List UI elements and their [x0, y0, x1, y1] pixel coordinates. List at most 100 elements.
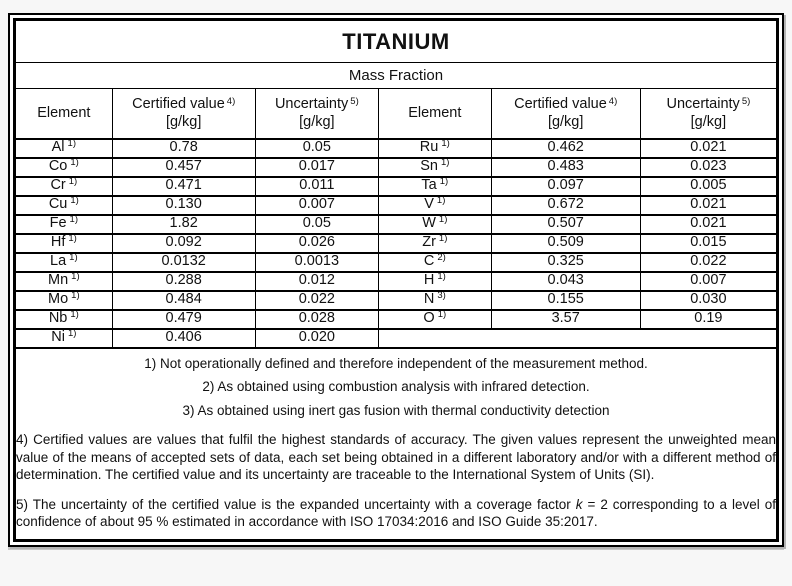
certified-value-cell: 0.471: [111, 175, 256, 197]
certified-value-cell: 0.507: [490, 213, 641, 235]
table-row: Mo 1) 0.484 0.022 N 3) 0.155 0.030: [15, 289, 778, 311]
certified-value-cell: 0.484: [111, 289, 256, 311]
element-cell: Nb 1): [15, 308, 113, 330]
footnote-ref: 1): [438, 214, 448, 226]
uncertainty-cell: 0.005: [639, 175, 778, 197]
footnote-ref: 2): [437, 252, 446, 264]
element-symbol: Mo: [48, 291, 69, 308]
certified-value-cell: 0.483: [490, 156, 641, 178]
document-title: TITANIUM: [15, 20, 777, 63]
footnote-ref: 1): [436, 195, 446, 207]
title-row: TITANIUM: [15, 20, 777, 63]
uncertainty-cell: 0.020: [254, 327, 379, 349]
element-cell: N 3): [377, 289, 492, 311]
document-subtitle: Mass Fraction: [15, 62, 777, 89]
col-header-label: Element: [408, 105, 462, 122]
col-header-label: Certified value: [514, 96, 607, 113]
table-row: Fe 1) 1.82 0.05 W 1) 0.507 0.021: [15, 213, 778, 235]
subtitle-row: Mass Fraction: [15, 62, 777, 89]
element-symbol: O: [423, 310, 435, 327]
certified-value-cell: 0.406: [111, 327, 256, 349]
certified-value-cell: 0.097: [490, 175, 641, 197]
footnote-5: 5) The uncertainty of the certified valu…: [16, 496, 776, 531]
footnote-ref-5: 5): [350, 96, 359, 108]
mass-fraction-table: TITANIUM Mass Fraction Element Certified…: [15, 20, 778, 540]
uncertainty-cell: 0.022: [639, 251, 778, 273]
footnote-ref: 1): [71, 271, 80, 283]
element-symbol: La: [50, 253, 67, 270]
footnote-ref-4: 4): [226, 96, 236, 108]
certified-value-cell: 0.509: [490, 232, 641, 254]
certificate-sheet: TITANIUM Mass Fraction Element Certified…: [8, 13, 784, 547]
table-row: Al 1) 0.78 0.05 Ru 1) 0.462 0.021: [15, 137, 778, 159]
footnote-ref: 1): [70, 157, 79, 169]
footnote-ref: 1): [69, 252, 78, 264]
element-cell: Cr 1): [15, 175, 113, 197]
column-header-row: Element Certified value 4) [g/kg] Uncertai…: [15, 88, 778, 140]
element-symbol: H: [423, 272, 435, 289]
certified-value-cell: 0.092: [111, 232, 256, 254]
table-row: Cu 1) 0.130 0.007 V 1) 0.672 0.021: [15, 194, 778, 216]
element-cell: Mo 1): [15, 289, 113, 311]
element-symbol: Ru: [419, 139, 439, 156]
element-cell: Al 1): [15, 137, 113, 159]
element-symbol: N: [423, 291, 435, 308]
element-cell: V 1): [377, 194, 492, 216]
footnotes-section: 1) Not operationally defined and therefo…: [15, 347, 777, 540]
element-cell: Hf 1): [15, 232, 113, 254]
uncertainty-cell: 0.007: [254, 194, 379, 216]
uncertainty-cell: 0.017: [254, 156, 379, 178]
footnote-ref: 1): [440, 157, 450, 169]
certified-value-cell: 0.479: [111, 308, 256, 330]
element-cell: Zr 1): [377, 232, 492, 254]
element-cell: Mn 1): [15, 270, 113, 292]
footnote-ref: 1): [437, 309, 447, 321]
uncertainty-cell: 0.026: [254, 232, 379, 254]
element-cell: Fe 1): [15, 213, 113, 235]
footnote-2: 2) As obtained using combustion analysis…: [202, 379, 590, 395]
footnote-ref: 1): [70, 309, 79, 321]
uncertainty-cell: 0.05: [254, 137, 379, 159]
element-symbol: Ta: [421, 177, 437, 194]
footnote-ref: 3): [437, 290, 446, 302]
footnote-3: 3) As obtained using inert gas fusion wi…: [182, 402, 610, 418]
footnotes-row: 1) Not operationally defined and therefo…: [15, 347, 777, 540]
element-symbol: Sn: [420, 158, 438, 175]
element-cell: C 2): [377, 251, 492, 273]
footnote-4: 4) Certified values are values that fulf…: [16, 432, 776, 483]
element-cell: Ni 1): [15, 327, 113, 349]
footnote-ref: 1): [438, 233, 448, 245]
element-cell: La 1): [15, 251, 113, 273]
unit-label: [g/kg]: [299, 114, 335, 131]
footnote-5-text: 5) The uncertainty of the certified valu…: [16, 496, 576, 512]
footnote-ref-4: 4): [608, 96, 618, 108]
uncertainty-cell: 0.028: [254, 308, 379, 330]
footnote-1: 1) Not operationally defined and therefo…: [144, 355, 648, 371]
element-cell: W 1): [377, 213, 492, 235]
uncertainty-cell: 0.012: [254, 270, 379, 292]
uncertainty-cell: 0.030: [639, 289, 778, 311]
certified-value-cell: 0.155: [490, 289, 641, 311]
table-row: Hf 1) 0.092 0.026 Zr 1) 0.509 0.015: [15, 232, 778, 254]
col-header-uncertainty-left: Uncertainty 5) [g/kg]: [254, 88, 379, 140]
footnote-ref: 1): [67, 328, 77, 340]
element-cell: Co 1): [15, 156, 113, 178]
table-row: La 1) 0.0132 0.0013 C 2) 0.325 0.022: [15, 251, 778, 273]
col-header-label: Certified value: [132, 96, 225, 113]
element-symbol: Ni: [51, 329, 65, 346]
element-symbol: Al: [51, 139, 65, 156]
uncertainty-cell: 0.021: [639, 213, 778, 235]
certified-value-cell: 0.288: [111, 270, 256, 292]
uncertainty-cell: 0.022: [254, 289, 379, 311]
certified-value-cell: 0.130: [111, 194, 256, 216]
table-row: Mn 1) 0.288 0.012 H 1) 0.043 0.007: [15, 270, 778, 292]
element-symbol: C: [423, 253, 435, 270]
element-symbol: Zr: [422, 234, 436, 251]
footnote-ref: 1): [68, 176, 78, 188]
unit-label: [g/kg]: [547, 114, 584, 131]
table-row: Cr 1) 0.471 0.011 Ta 1) 0.097 0.005: [15, 175, 778, 197]
element-cell: Cu 1): [15, 194, 113, 216]
element-cell: Ru 1): [377, 137, 492, 159]
col-header-certified-right: Certified value 4) [g/kg]: [490, 88, 641, 140]
col-header-element-right: Element: [377, 88, 492, 140]
